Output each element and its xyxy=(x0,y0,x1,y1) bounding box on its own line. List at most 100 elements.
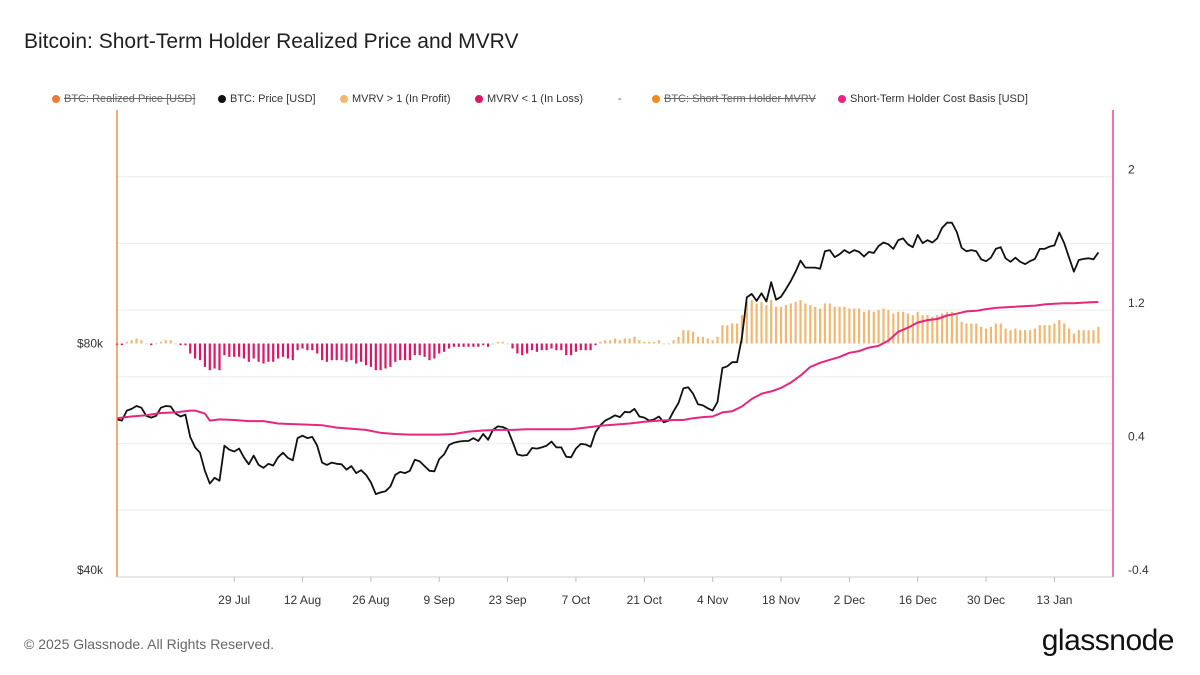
mvrv-bar xyxy=(999,323,1002,344)
mvrv-bar xyxy=(140,340,143,344)
mvrv-bar xyxy=(633,336,636,344)
mvrv-bar xyxy=(267,343,270,362)
mvrv-bar xyxy=(594,343,597,346)
mvrv-bar xyxy=(408,343,411,361)
mvrv-bar xyxy=(335,343,338,361)
legend-dot-icon xyxy=(340,95,348,103)
mvrv-bar xyxy=(750,300,753,344)
y-tick-label-right: 1.2 xyxy=(1128,296,1145,310)
x-tick-label: 23 Sep xyxy=(489,593,527,607)
mvrv-bar xyxy=(696,336,700,344)
mvrv-bar xyxy=(286,343,289,359)
mvrv-bar xyxy=(164,340,167,344)
mvrv-bar xyxy=(789,303,792,344)
mvrv-bar xyxy=(550,343,553,349)
mvrv-bar xyxy=(277,343,280,359)
x-tick-label: 18 Nov xyxy=(762,593,800,607)
mvrv-bar xyxy=(794,301,797,344)
mvrv-bar xyxy=(360,343,363,362)
mvrv-bar xyxy=(233,343,236,357)
mvrv-bar xyxy=(467,343,470,347)
mvrv-bar xyxy=(1092,330,1095,344)
mvrv-bar xyxy=(296,343,299,351)
mvrv-bar xyxy=(487,343,490,347)
mvrv-bar xyxy=(677,336,680,344)
chart-title: Bitcoin: Short-Term Holder Realized Pric… xyxy=(24,30,519,53)
mvrv-bar xyxy=(511,343,514,349)
mvrv-bar xyxy=(765,305,768,344)
mvrv-bar xyxy=(1024,330,1027,344)
x-tick-label: 16 Dec xyxy=(899,593,937,607)
mvrv-bar xyxy=(667,343,670,345)
btc-price-line xyxy=(116,221,1100,495)
mvrv-bar xyxy=(784,305,787,344)
mvrv-bar xyxy=(311,343,314,351)
mvrv-bar xyxy=(853,308,856,344)
mvrv-bar xyxy=(618,340,621,344)
legend-item[interactable]: MVRV < 1 (In Loss) xyxy=(475,93,583,105)
mvrv-bar xyxy=(477,343,480,347)
mvrv-bar xyxy=(931,316,934,344)
mvrv-bar xyxy=(916,311,919,344)
mvrv-bar xyxy=(1004,328,1007,344)
mvrv-bar xyxy=(1009,330,1012,344)
mvrv-bar xyxy=(135,338,138,344)
mvrv-bar xyxy=(657,340,660,344)
mvrv-bar xyxy=(662,343,665,345)
mvrv-bar xyxy=(120,343,123,346)
mvrv-bar xyxy=(711,340,714,344)
mvrv-bar xyxy=(394,343,397,362)
mvrv-bar xyxy=(501,341,504,344)
legend-dot-icon xyxy=(52,95,60,103)
mvrv-bar xyxy=(404,343,407,361)
mvrv-bar xyxy=(604,340,607,344)
mvrv-bar xyxy=(609,340,612,344)
mvrv-bar xyxy=(828,303,831,344)
mvrv-bar xyxy=(1072,333,1075,344)
mvrv-bar xyxy=(653,341,656,344)
mvrv-bar xyxy=(985,328,988,344)
mvrv-bar xyxy=(350,343,353,361)
mvrv-bar xyxy=(1058,320,1061,344)
legend-item[interactable]: BTC: Realized Price [USD] xyxy=(52,93,195,105)
mvrv-bar xyxy=(848,308,851,344)
legend-item[interactable]: BTC: Price [USD] xyxy=(218,93,316,105)
mvrv-bar xyxy=(301,343,304,349)
mvrv-bar xyxy=(775,306,778,344)
mvrv-bar xyxy=(736,323,739,344)
mvrv-bar xyxy=(218,343,221,371)
legend-label: BTC: Price [USD] xyxy=(230,93,316,105)
mvrv-bar xyxy=(194,343,197,359)
mvrv-bar xyxy=(272,343,275,362)
legend-dot-icon xyxy=(652,95,660,103)
mvrv-bar xyxy=(814,306,817,344)
mvrv-bar xyxy=(145,343,148,345)
mvrv-bar xyxy=(643,341,646,344)
mvrv-bar xyxy=(1048,325,1051,344)
mvrv-bar xyxy=(955,315,958,344)
mvrv-bar xyxy=(726,325,729,344)
mvrv-bar xyxy=(872,311,875,344)
mvrv-bar xyxy=(692,331,695,344)
mvrv-bar xyxy=(926,315,929,344)
mvrv-bar xyxy=(438,343,441,354)
mvrv-bar xyxy=(833,306,836,344)
mvrv-bar xyxy=(599,341,602,344)
mvrv-bar xyxy=(921,315,924,344)
legend-item[interactable]: BTC: Short Term Holder MVRV xyxy=(652,93,816,105)
mvrv-bar xyxy=(281,343,285,357)
mvrv-bar xyxy=(745,301,748,344)
mvrv-bar xyxy=(340,343,343,361)
mvrv-bar xyxy=(701,336,704,344)
legend-item[interactable]: MVRV > 1 (In Profit) xyxy=(340,93,451,105)
mvrv-bar xyxy=(902,311,905,344)
series-lines xyxy=(116,221,1100,495)
mvrv-bar xyxy=(159,341,162,344)
legend-item[interactable]: Short-Term Holder Cost Basis [USD] xyxy=(838,93,1028,105)
mvrv-bar xyxy=(155,343,158,345)
mvrv-bar xyxy=(804,303,807,344)
mvrv-bars xyxy=(115,300,1100,371)
mvrv-bar xyxy=(1043,325,1046,344)
mvrv-bar xyxy=(648,341,651,344)
mvrv-bar xyxy=(565,343,568,356)
